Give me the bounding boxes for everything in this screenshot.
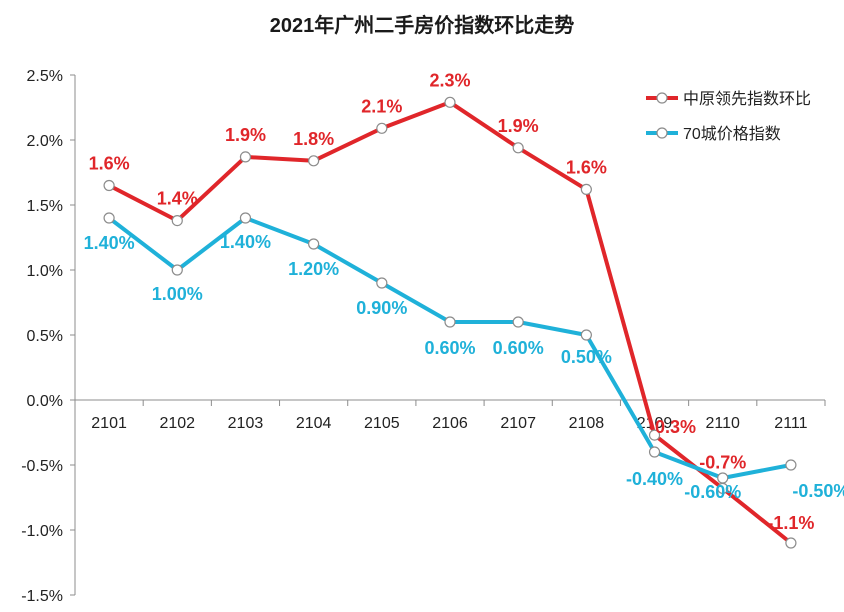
- data-label-1: 1.20%: [288, 259, 339, 279]
- data-label-0: 1.4%: [157, 189, 198, 209]
- series-0-point: [648, 429, 661, 441]
- data-labels: 1.6%1.4%1.9% 1.8%2.1%2.3%1.9%1.6%-0.3%-0.…: [84, 70, 844, 533]
- legend-label-70city: 70城价格指数: [683, 125, 781, 143]
- series-1-point: [376, 277, 388, 289]
- series-0-point: [308, 155, 320, 167]
- y-tick-label: 0.5%: [27, 328, 63, 345]
- series-0-point: [171, 215, 183, 227]
- x-tick-labels: 2101 2102 2103 2104 2105 2106 2107 2108 2109 2110…: [91, 415, 807, 432]
- series-0-point: [580, 183, 592, 195]
- data-label-0: 2.3%: [429, 70, 470, 90]
- y-tick-label: 1.5%: [27, 198, 63, 215]
- series-1-point: [444, 316, 456, 328]
- x-tick-label: 2107: [500, 415, 536, 432]
- series-1-point: [103, 212, 115, 224]
- series-points: [103, 96, 797, 549]
- series-0-point: [103, 179, 115, 192]
- series-0-point: [239, 151, 252, 163]
- data-label-0: 1.6%: [89, 154, 130, 174]
- legend: 中原领先指数环比 70城价格指数: [646, 90, 811, 143]
- data-label-1: 0.60%: [493, 338, 544, 358]
- series-1-point: [239, 212, 252, 224]
- y-tick-label: 1.0%: [27, 263, 63, 280]
- y-tick-labels: 2.5% 2.0% 1.5% 1.0% 0.5% 0.0% -0.5% -1.0% -1.5%: [21, 68, 63, 605]
- data-label-1: 0.60%: [424, 338, 475, 358]
- x-tick-label: 2110: [706, 415, 741, 432]
- data-label-0: -1.1%: [767, 513, 814, 533]
- data-label-0: 1.9%: [225, 125, 266, 145]
- data-label-0: 2.1%: [361, 96, 402, 116]
- x-tick-label: 2101: [91, 415, 127, 432]
- x-tick-label: 2104: [296, 415, 332, 432]
- data-label-0: 1.9%: [498, 116, 539, 136]
- series-0-point: [512, 142, 524, 154]
- y-tick-label: -1.0%: [21, 523, 63, 540]
- data-label-1: -0.40%: [626, 469, 683, 489]
- y-tick-label: 2.5%: [27, 68, 63, 85]
- legend-marker-zhongyuan: [656, 92, 668, 104]
- data-label-1: -0.60%: [684, 482, 741, 502]
- x-tick-label: 2111: [774, 415, 807, 432]
- data-label-0: 1.6%: [566, 157, 607, 177]
- y-tick-label: 0.0%: [27, 393, 63, 410]
- legend-label-zhongyuan: 中原领先指数环比: [683, 90, 811, 108]
- y-tick-label: 2.0%: [27, 133, 63, 150]
- data-label-1: 0.90%: [356, 298, 407, 318]
- series-1-point: [717, 472, 729, 484]
- series-1-point: [648, 446, 661, 458]
- data-label-0: 1.8%: [293, 129, 334, 149]
- x-tick-label: 2102: [159, 415, 195, 432]
- data-label-1: 0.50%: [561, 347, 612, 367]
- series-0-point: [444, 96, 456, 108]
- x-tick-label: 2103: [228, 415, 264, 432]
- series-1-point: [171, 264, 183, 276]
- y-tick-label: -1.5%: [21, 588, 63, 605]
- x-tick-label: 2109: [637, 415, 673, 432]
- data-label-0: -0.7%: [699, 452, 746, 472]
- x-tick-label: 2105: [364, 415, 400, 432]
- data-label-1: 1.00%: [152, 284, 203, 304]
- x-tick-label: 2108: [569, 415, 605, 432]
- data-label-1: -0.50%: [792, 481, 844, 501]
- chart-title: 2021年广州二手房价指数环比走势: [270, 13, 575, 37]
- series-0-point: [376, 122, 388, 134]
- data-label-0: -0.3%: [649, 417, 696, 437]
- x-tick-label: 2106: [432, 415, 468, 432]
- legend-marker-70city: [656, 127, 668, 139]
- series-0-point: [785, 537, 797, 549]
- series-1-point: [308, 238, 320, 250]
- series-1-point: [512, 316, 524, 328]
- series-1-point: [580, 329, 592, 341]
- data-label-1: 1.40%: [84, 233, 135, 253]
- y-tick-label: -0.5%: [21, 458, 63, 475]
- axes: [70, 74, 826, 596]
- data-label-1: 1.40%: [220, 232, 271, 252]
- series-1-point: [785, 459, 797, 471]
